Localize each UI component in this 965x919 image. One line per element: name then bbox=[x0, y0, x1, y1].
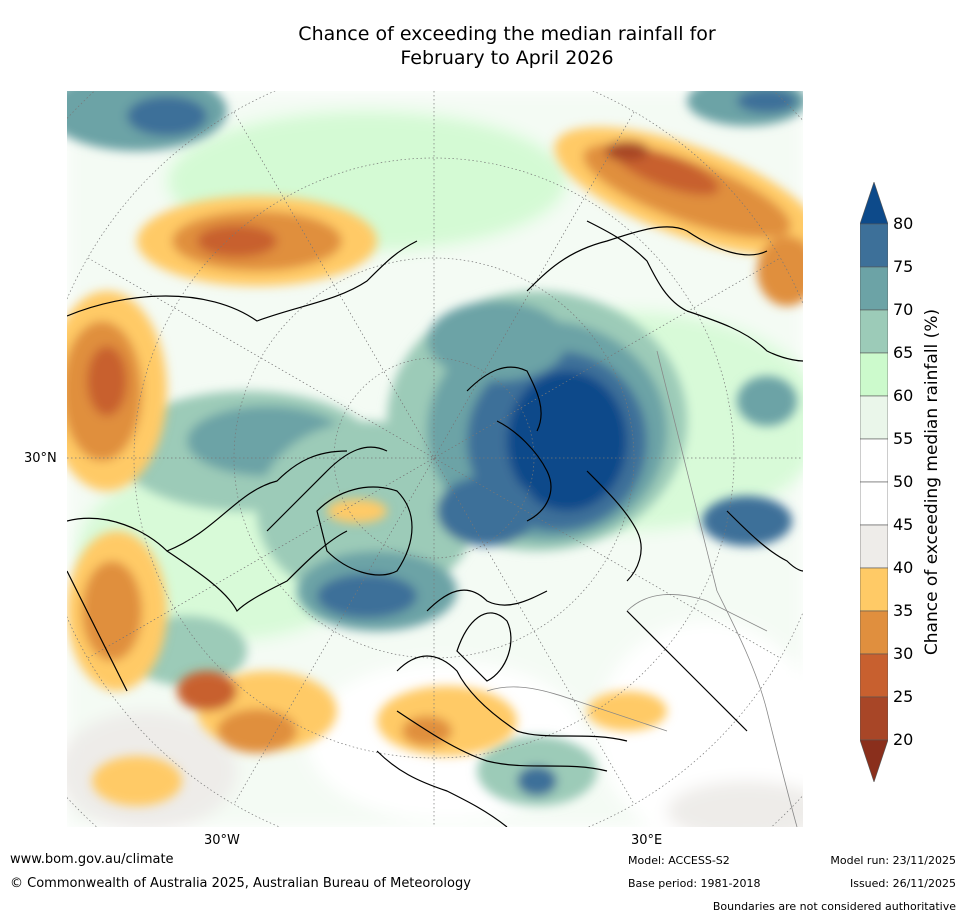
latitude-label-30n: 30°N bbox=[24, 451, 57, 466]
colorbar-75-80 bbox=[860, 223, 888, 268]
colorbar-tick-80: 80 bbox=[893, 214, 914, 233]
colorbar-55-60 bbox=[860, 395, 888, 440]
colorbar bbox=[860, 182, 888, 782]
colorbar-25-30 bbox=[860, 653, 888, 698]
colorbar-65-70 bbox=[860, 309, 888, 354]
colorbar-title: Chance of exceeding median rainfall (%) bbox=[922, 308, 942, 656]
footer-issued: Issued: 26/11/2025 bbox=[849, 877, 956, 890]
colorbar-70-75 bbox=[860, 266, 888, 311]
colorbar-over-arrow bbox=[860, 182, 888, 225]
footer-url: www.bom.gov.au/climate bbox=[10, 852, 174, 867]
rainfall-map bbox=[67, 91, 803, 827]
colorbar-60-65 bbox=[860, 352, 888, 397]
colorbar-50-55 bbox=[860, 438, 888, 483]
colorbar-tick-30: 30 bbox=[893, 644, 914, 663]
map-svg bbox=[67, 91, 803, 827]
footer-base-period: Base period: 1981-2018 bbox=[628, 877, 761, 890]
colorbar-tick-20: 20 bbox=[893, 730, 914, 749]
colorbar-tick-40: 40 bbox=[893, 558, 914, 577]
longitude-label-30w: 30°W bbox=[204, 833, 240, 848]
coastlines bbox=[67, 220, 803, 827]
central-asia-wet-region bbox=[702, 496, 792, 546]
colorbar-under-arrow bbox=[860, 739, 888, 782]
graticule bbox=[67, 91, 803, 827]
longitude-label-30e: 30°E bbox=[631, 833, 663, 848]
map-title: Chance of exceeding the median rainfall … bbox=[0, 22, 965, 70]
title-line-1: Chance of exceeding the median rainfall … bbox=[298, 23, 716, 45]
footer-copyright: © Commonwealth of Australia 2025, Austra… bbox=[10, 876, 471, 891]
colorbar-20-25 bbox=[860, 696, 888, 741]
colorbar-tick-50: 50 bbox=[893, 472, 914, 491]
colorbar-35-40 bbox=[860, 567, 888, 612]
footer-model: Model: ACCESS-S2 bbox=[628, 854, 730, 867]
colorbar-40-45 bbox=[860, 524, 888, 569]
colorbar-tick-75: 75 bbox=[893, 257, 914, 276]
colorbar-30-35 bbox=[860, 610, 888, 655]
footer-disclaimer: Boundaries are not considered authoritat… bbox=[712, 900, 956, 913]
colorbar-tick-25: 25 bbox=[893, 687, 914, 706]
colorbar-tick-65: 65 bbox=[893, 343, 914, 362]
colorbar-tick-60: 60 bbox=[893, 386, 914, 405]
country-borders bbox=[486, 350, 798, 827]
footer-model-run: Model run: 23/11/2025 bbox=[830, 854, 956, 867]
mediterranean-dry-region bbox=[377, 686, 517, 756]
colorbar-tick-70: 70 bbox=[893, 300, 914, 319]
colorbar-tick-45: 45 bbox=[893, 515, 914, 534]
colorbar-tick-35: 35 bbox=[893, 601, 914, 620]
colorbar-tick-55: 55 bbox=[893, 429, 914, 448]
title-line-2: February to April 2026 bbox=[400, 47, 614, 69]
colorbar-45-50 bbox=[860, 481, 888, 526]
